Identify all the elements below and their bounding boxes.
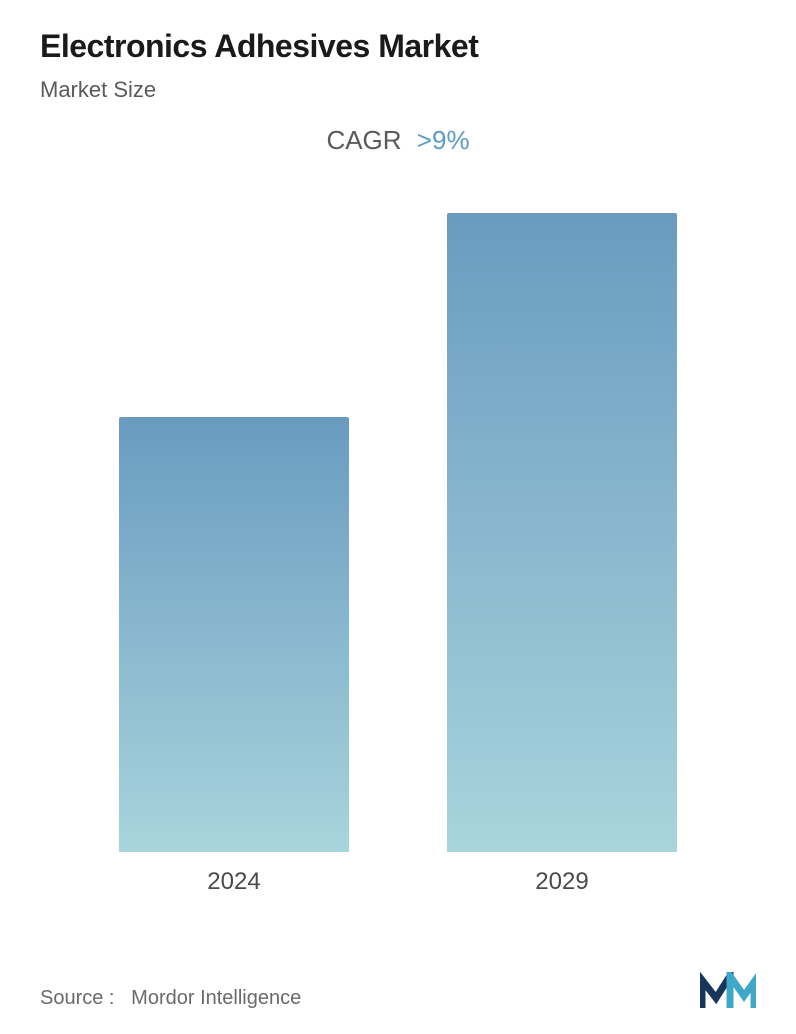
bar-2029 [447,213,677,852]
footer: Source : Mordor Intelligence [40,972,756,1010]
page-subtitle: Market Size [40,77,756,103]
source-label: Source : [40,987,114,1009]
bar-chart: 2024 2029 [40,176,756,896]
bar-2024-wrap: 2024 [119,176,349,896]
cagr-label: CAGR [326,125,401,155]
bar-2024-label: 2024 [207,868,260,896]
cagr-row: CAGR >9% [40,125,756,156]
mordor-logo-icon [700,972,756,1010]
source-name: Mordor Intelligence [131,987,301,1009]
page-title: Electronics Adhesives Market [40,28,756,65]
source-text: Source : Mordor Intelligence [40,987,301,1010]
bar-2024 [119,417,349,852]
bar-2029-wrap: 2029 [447,176,677,896]
bar-2029-label: 2029 [535,868,588,896]
cagr-value: >9% [417,125,470,155]
